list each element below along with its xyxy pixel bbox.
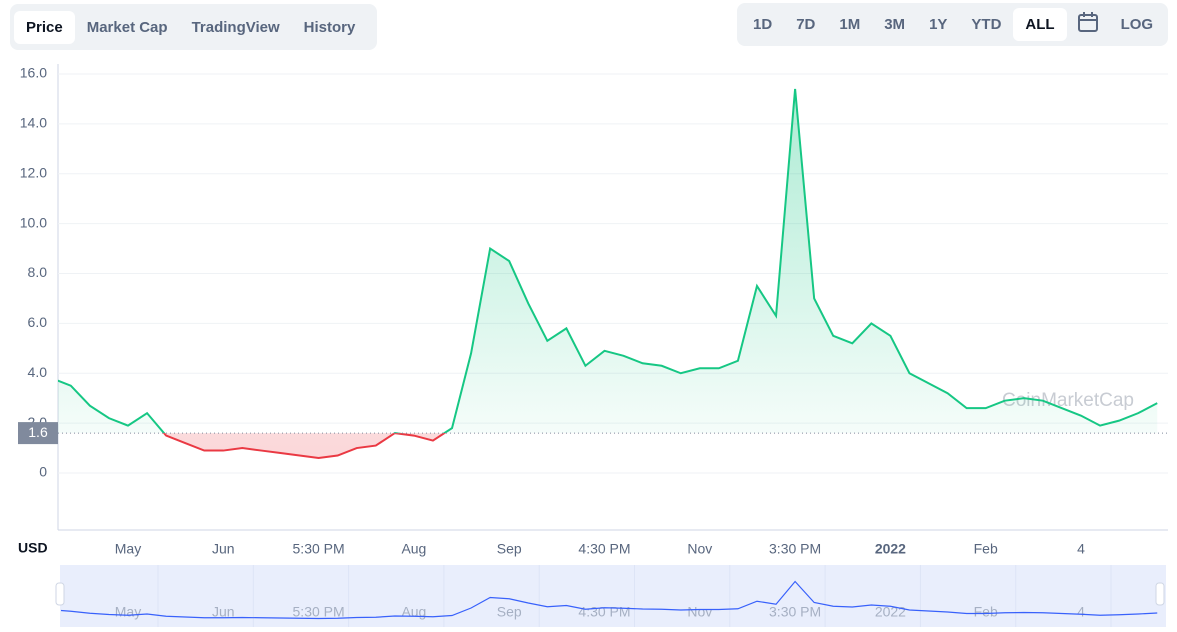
- y-tick-label: 0: [39, 464, 47, 480]
- tab[interactable]: History: [303, 18, 356, 36]
- log-button[interactable]: LOG: [1120, 16, 1154, 33]
- range-button[interactable]: 7D: [796, 16, 816, 33]
- x-tick-label: Feb: [974, 541, 998, 557]
- range-button[interactable]: 1D: [753, 16, 773, 33]
- y-tick-label: 14.0: [20, 115, 47, 131]
- x-tick-label: May: [115, 541, 141, 557]
- navigator-label: 3:30 PM: [769, 604, 821, 620]
- navigator-label: May: [115, 604, 141, 620]
- range-button[interactable]: 1Y: [929, 16, 948, 33]
- range-bar: 1D 7D 1M 3M 1Y YTD ALL LOG: [737, 3, 1168, 46]
- y-tick-label: 4.0: [28, 364, 48, 380]
- tab[interactable]: Price: [14, 10, 75, 44]
- above-group: [58, 88, 1158, 434]
- navigator-label: Aug: [401, 604, 426, 620]
- price-line-down: [162, 433, 447, 460]
- x-tick-label: 4: [1077, 541, 1085, 557]
- range-button[interactable]: YTD: [971, 16, 1002, 33]
- x-tick-label: Jun: [212, 541, 235, 557]
- y-tick-label: 8.0: [28, 264, 48, 280]
- range-button[interactable]: ALL: [1013, 8, 1067, 41]
- x-tick-label: Nov: [687, 541, 712, 557]
- y-tick-label: 10.0: [20, 214, 47, 230]
- area-down: [164, 433, 445, 459]
- x-tick-label: 4:30 PM: [578, 541, 630, 557]
- plot-area: [58, 88, 1158, 460]
- x-tick-label: Aug: [401, 541, 426, 557]
- range-button[interactable]: 1M: [839, 16, 861, 33]
- x-tick-label: Sep: [497, 541, 522, 557]
- range-button[interactable]: 3M: [884, 16, 906, 33]
- y-tick-label: 16.0: [20, 65, 47, 81]
- x-tick-label: 3:30 PM: [769, 541, 821, 557]
- baseline-badge: [18, 422, 58, 445]
- y-tick-label: 6.0: [28, 314, 48, 330]
- navigator-label: Nov: [687, 604, 712, 620]
- tab[interactable]: Market Cap: [86, 18, 168, 36]
- navigator-label: Jun: [212, 604, 235, 620]
- baseline-label: 1.6: [28, 424, 48, 440]
- area-up: [58, 88, 1158, 434]
- navigator-line: [60, 580, 1158, 620]
- navigator-label: 5:30 PM: [293, 604, 345, 620]
- below-group: [162, 433, 447, 460]
- y-tick-label: 12.0: [20, 164, 47, 180]
- navigator-label: 4: [1077, 604, 1085, 620]
- price-line-up: [58, 88, 1158, 434]
- navigator-handle[interactable]: [55, 582, 65, 606]
- x-tick-label: 2022: [875, 541, 906, 557]
- tab-bar: Price Market Cap TradingView History: [10, 4, 377, 50]
- navigator-label: Feb: [974, 604, 998, 620]
- navigator-label: Sep: [497, 604, 522, 620]
- tab[interactable]: TradingView: [191, 18, 280, 36]
- navigator-label: 4:30 PM: [578, 604, 630, 620]
- navigator-handle[interactable]: [1155, 582, 1165, 606]
- calendar-icon[interactable]: [1067, 11, 1109, 38]
- x-tick-label: 5:30 PM: [293, 541, 345, 557]
- navigator[interactable]: [60, 565, 1166, 627]
- y-axis-label: USD: [18, 540, 48, 556]
